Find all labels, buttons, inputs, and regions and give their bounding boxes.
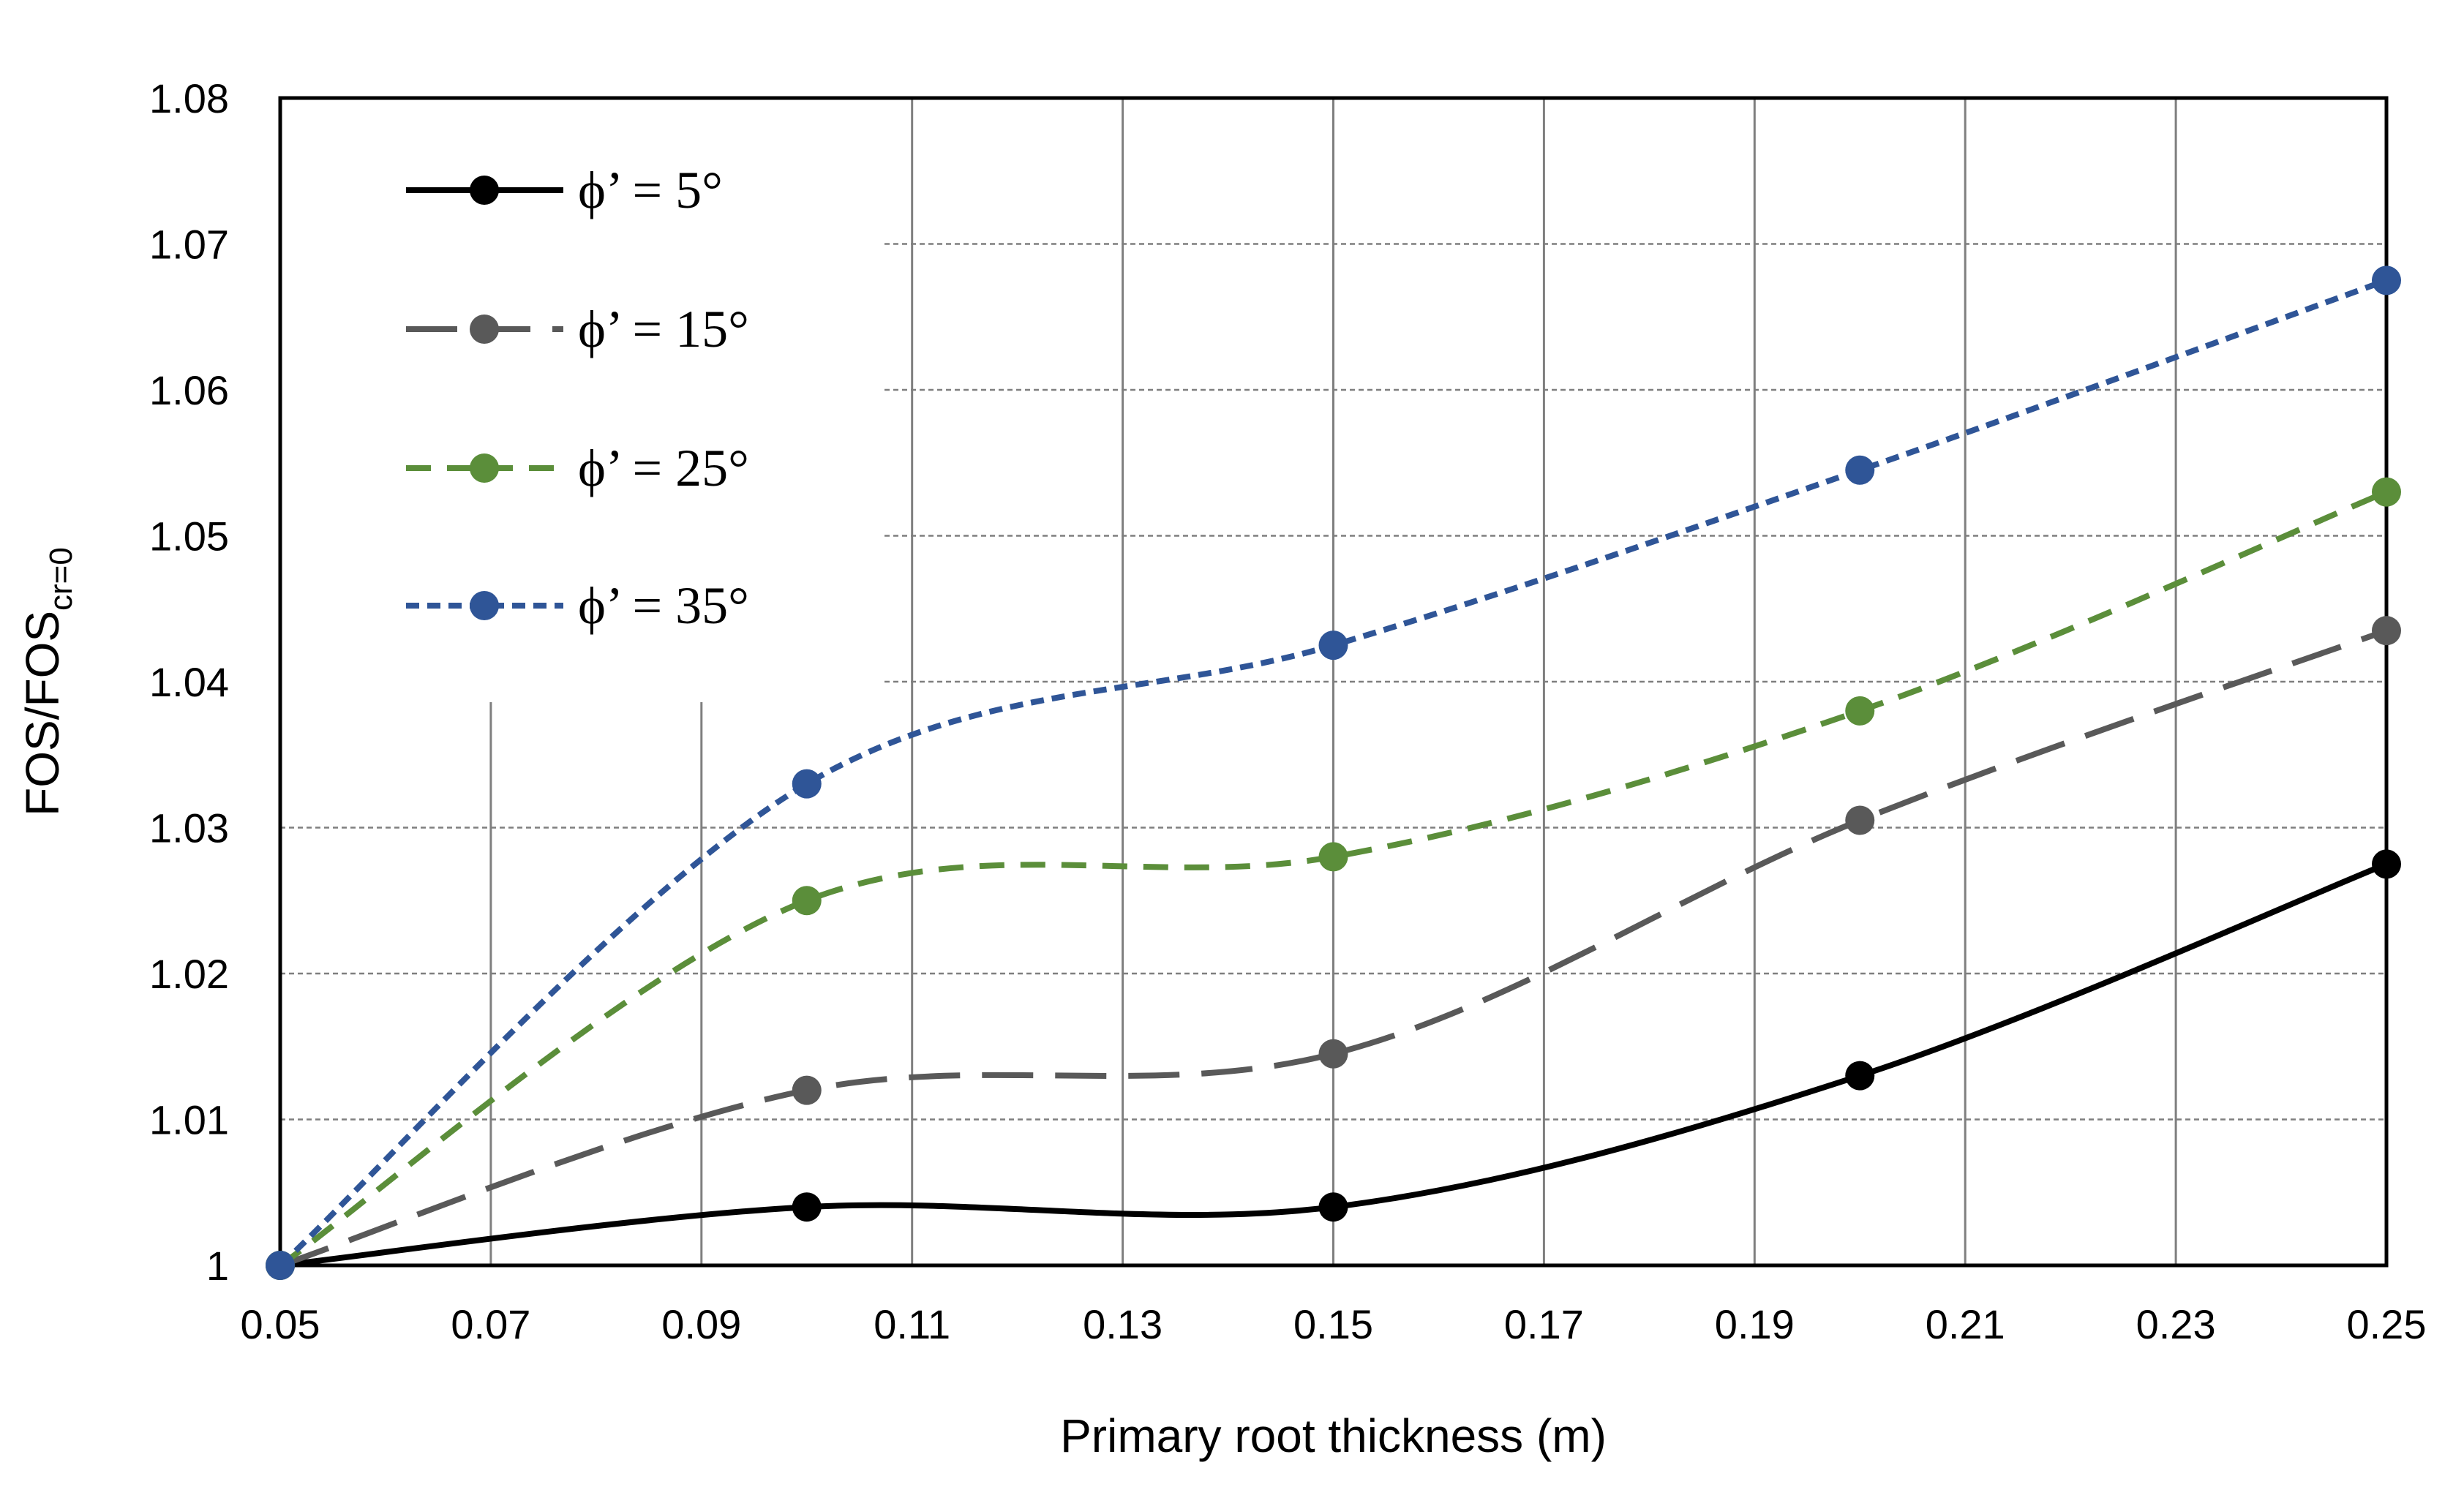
gridlines: [280, 98, 2386, 1265]
y-tick-label: 1.04: [149, 659, 229, 705]
x-tick-label: 0.07: [451, 1301, 530, 1347]
data-point: [2372, 616, 2401, 646]
y-axis-title: FOS/FOScr=0: [16, 547, 79, 816]
series-1: [266, 849, 2401, 1280]
data-point: [2372, 477, 2401, 507]
y-tick-label: 1.06: [149, 367, 229, 413]
y-tick-label: 1.07: [149, 222, 229, 268]
plot-frame: [278, 96, 2389, 1268]
legend-swatch-marker: [470, 591, 499, 620]
data-point: [1845, 805, 1875, 835]
series-line: [279, 628, 2388, 1268]
data-point: [1318, 1039, 1348, 1069]
y-tick-label: 1.03: [149, 805, 229, 851]
data-point: [792, 886, 822, 916]
x-tick-label: 0.23: [2136, 1301, 2216, 1347]
legend-item-2: ϕ’ = 15°: [406, 300, 749, 358]
legend-item-4: ϕ’ = 35°: [406, 576, 749, 635]
data-point: [792, 769, 822, 799]
legend-item-3: ϕ’ = 25°: [406, 439, 749, 497]
x-tick-label: 0.09: [661, 1301, 741, 1347]
y-axis-title-main: FOS/FOS: [16, 611, 69, 816]
y-axis-title-subscript: cr=0: [43, 547, 79, 611]
series: [266, 266, 2401, 1280]
legend-label: ϕ’ = 35°: [578, 576, 749, 635]
data-point: [792, 1075, 822, 1105]
legend-item-1: ϕ’ = 5°: [406, 161, 723, 219]
x-tick-label: 0.13: [1083, 1301, 1162, 1347]
y-tick-label: 1: [206, 1243, 229, 1289]
legend-swatch-marker: [470, 176, 499, 205]
data-point: [792, 1192, 822, 1222]
x-tick-label: 0.15: [1293, 1301, 1373, 1347]
data-point: [1845, 1061, 1875, 1091]
x-tick-label: 0.17: [1504, 1301, 1584, 1347]
x-tick-label: 0.25: [2347, 1301, 2427, 1347]
data-point: [1845, 696, 1875, 726]
legend-label: ϕ’ = 25°: [578, 439, 749, 497]
axes: 0.05 0.07 0.09 0.11 0.13 0.15 0.17 0.19 0.21 0.23…: [16, 75, 2427, 1462]
y-tick-label: 1.08: [149, 75, 229, 121]
y-tick-label: 1.02: [149, 951, 229, 997]
legend-swatch-marker: [470, 453, 499, 483]
series-line: [278, 277, 2388, 1268]
legend: ϕ’ = 5° ϕ’ = 15° ϕ’ = 25° ϕ’ = 35°: [406, 161, 749, 635]
legend-label: ϕ’ = 15°: [578, 300, 749, 358]
data-point: [2372, 266, 2401, 295]
y-tick-label: 1.01: [149, 1097, 229, 1143]
data-point: [1845, 455, 1875, 485]
data-point: [1318, 1192, 1348, 1222]
x-tick-label: 0.05: [241, 1301, 320, 1347]
x-tick-label: 0.11: [874, 1301, 950, 1347]
x-tick-label: 0.19: [1715, 1301, 1795, 1347]
series-4: [266, 266, 2401, 1280]
legend-label: ϕ’ = 5°: [578, 161, 723, 219]
x-tick-label: 0.21: [1926, 1301, 2005, 1347]
x-axis-title: Primary root thickness (m): [1060, 1409, 1607, 1462]
data-point: [266, 1251, 295, 1280]
legend-swatch-marker: [470, 315, 499, 344]
data-point: [2372, 849, 2401, 879]
data-point: [1318, 630, 1348, 660]
y-tick-label: 1.05: [149, 513, 229, 560]
data-point: [1318, 842, 1348, 872]
